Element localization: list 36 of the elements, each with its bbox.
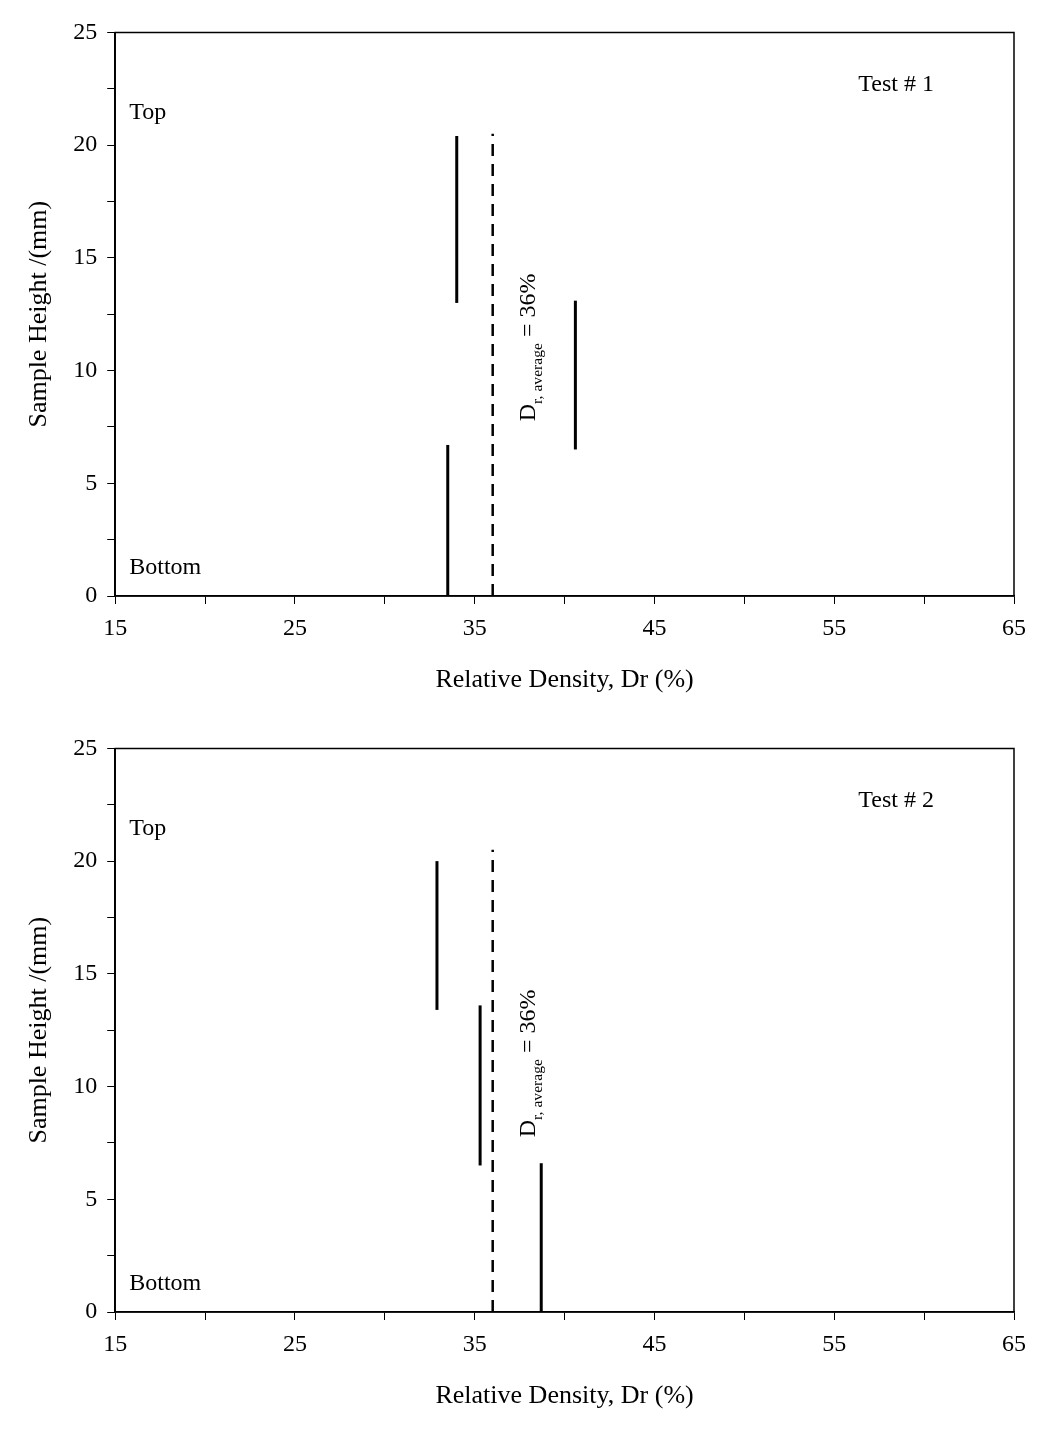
- x-axis-title: Relative Density, Dr (%): [435, 664, 694, 694]
- x-tick-label: 25: [282, 1329, 307, 1356]
- y-tick-label: 0: [85, 581, 98, 608]
- annotation: Top: [129, 97, 167, 124]
- y-tick-label: 5: [85, 1184, 98, 1211]
- x-tick-label: 55: [822, 613, 847, 640]
- y-tick-label: 15: [73, 243, 98, 270]
- y-tick-label: 25: [73, 733, 98, 760]
- x-tick-label: 15: [103, 613, 128, 640]
- annotation: Bottom: [129, 553, 202, 580]
- annotation: Top: [129, 813, 167, 840]
- y-tick-label: 5: [85, 468, 98, 495]
- y-tick-label: 10: [73, 355, 98, 382]
- y-tick-label: 15: [73, 959, 98, 986]
- y-axis-title: Sample Height /(mm): [23, 916, 53, 1144]
- y-tick-label: 0: [85, 1297, 98, 1324]
- x-tick-label: 55: [822, 1329, 847, 1356]
- y-tick-label: 10: [73, 1071, 98, 1098]
- y-tick-label: 20: [73, 130, 98, 157]
- annotation: Bottom: [129, 1269, 202, 1296]
- y-tick-label: 25: [73, 17, 98, 44]
- y-axis-title: Sample Height /(mm): [23, 200, 53, 428]
- x-tick-label: 65: [1002, 613, 1026, 640]
- annotation: Test # 2: [858, 785, 934, 812]
- x-axis-title: Relative Density, Dr (%): [435, 1380, 694, 1410]
- x-tick-label: 65: [1002, 1329, 1026, 1356]
- ref-line-label: Dr, average = 36%: [513, 273, 545, 422]
- x-tick-label: 35: [462, 613, 487, 640]
- x-tick-label: 35: [462, 1329, 487, 1356]
- y-tick-label: 20: [73, 846, 98, 873]
- x-tick-label: 45: [642, 1329, 667, 1356]
- ref-line-label: Dr, average = 36%: [513, 989, 545, 1138]
- x-tick-label: 25: [282, 613, 307, 640]
- x-tick-label: 15: [103, 1329, 128, 1356]
- x-tick-label: 45: [642, 613, 667, 640]
- annotation: Test # 1: [858, 69, 934, 96]
